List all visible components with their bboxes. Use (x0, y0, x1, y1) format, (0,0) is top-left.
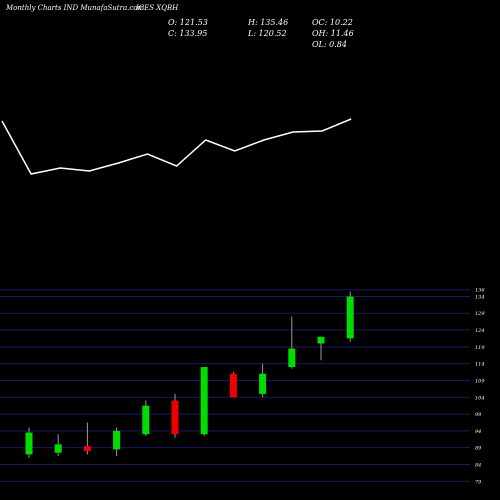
candle-body (317, 336, 325, 344)
candle-body (25, 432, 33, 455)
low-value: L: 120.52 (248, 29, 287, 38)
y-tick-label: 119 (475, 345, 485, 351)
y-tick-label: 84 (475, 462, 481, 468)
y-tick-label: 129 (475, 311, 485, 317)
y-tick-label: 99 (475, 412, 482, 418)
y-tick-label: 104 (475, 395, 485, 401)
close-value: C: 133.95 (168, 29, 208, 38)
price-line (1, 118, 352, 175)
y-tick-label: 114 (475, 362, 485, 368)
ol-value: OL: 0.84 (312, 40, 347, 49)
candle-body (83, 445, 91, 452)
y-tick-label: 136 (475, 288, 485, 294)
candle-body (288, 348, 296, 368)
open-value: O: 121.53 (168, 18, 208, 27)
y-tick-label: 94 (475, 429, 481, 435)
y-tick-label: 124 (475, 328, 485, 334)
candle-body (200, 367, 208, 435)
candle-body (171, 400, 179, 435)
high-value: H: 135.46 (248, 18, 289, 27)
y-tick-label: 109 (475, 378, 485, 384)
candle-body (113, 430, 121, 450)
candle-body (259, 373, 267, 394)
candle-body (54, 444, 62, 453)
candle-body (346, 296, 354, 339)
oc-value: OC: 10.22 (312, 18, 353, 27)
y-tick-label: 79 (475, 479, 482, 485)
y-tick-label: 134 (475, 294, 485, 300)
y-tick-label: 89 (475, 446, 482, 452)
chart-source-label: Monthly Charts IND MunafaSutra.com (6, 4, 145, 12)
symbol-label: ICES XQBH (136, 4, 179, 12)
candle-body (229, 373, 237, 398)
oh-value: OH: 11.46 (312, 29, 354, 38)
candle-body (142, 405, 150, 435)
